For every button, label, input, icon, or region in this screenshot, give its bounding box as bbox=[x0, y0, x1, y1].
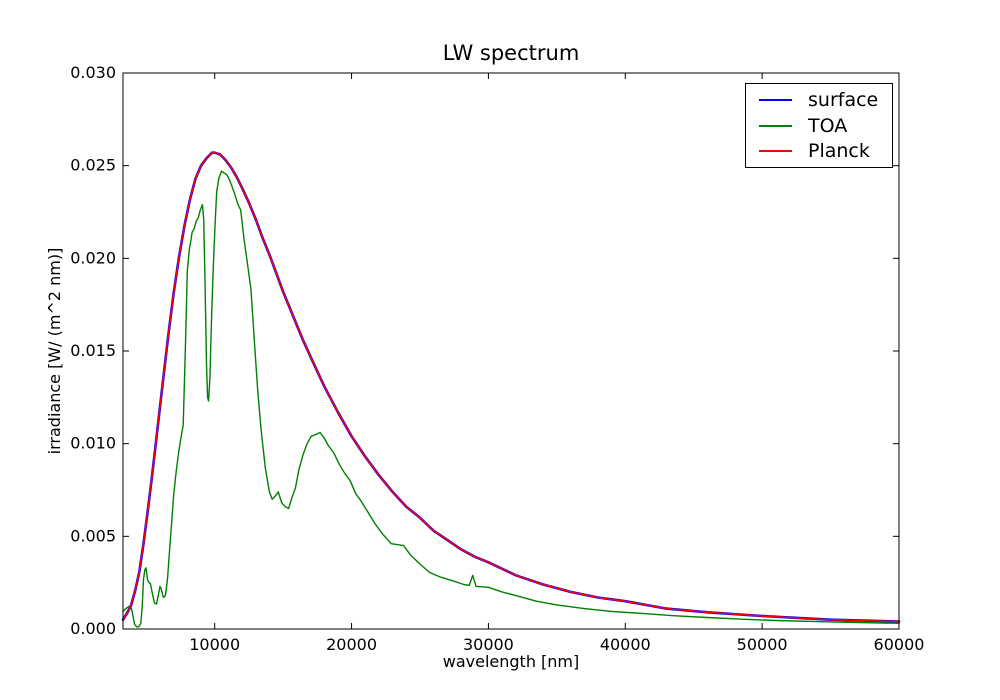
x-tick-label: 50000 bbox=[737, 635, 788, 654]
x-tick-label: 10000 bbox=[189, 635, 240, 654]
y-tick-label: 0.020 bbox=[70, 248, 116, 267]
y-tick-label: 0.015 bbox=[70, 341, 116, 360]
y-tick-label: 0.030 bbox=[70, 63, 116, 82]
y-axis-label: irradiance [W/ (m^2 nm)] bbox=[45, 247, 64, 455]
chart-title: LW spectrum bbox=[442, 41, 580, 65]
legend-line-surface bbox=[759, 98, 792, 101]
x-tick-label: 40000 bbox=[600, 635, 651, 654]
x-tick-label: 20000 bbox=[326, 635, 377, 654]
legend-box: surface TOA Planck bbox=[745, 83, 893, 168]
x-tick-label: 30000 bbox=[463, 635, 514, 654]
x-axis-label: wavelength [nm] bbox=[442, 652, 580, 671]
legend-item-surface: surface bbox=[746, 87, 892, 113]
legend-line-toa bbox=[759, 124, 792, 127]
legend-label-surface: surface bbox=[808, 88, 879, 111]
y-tick-label: 0.000 bbox=[70, 619, 116, 638]
legend-label-planck: Planck bbox=[808, 140, 870, 163]
y-tick-label: 0.005 bbox=[70, 526, 116, 545]
legend-item-planck: Planck bbox=[746, 138, 892, 164]
x-tick-label: 60000 bbox=[874, 635, 925, 654]
series-line-surface bbox=[121, 151, 901, 623]
y-tick-label: 0.010 bbox=[70, 434, 116, 453]
legend-line-planck bbox=[759, 150, 792, 153]
y-tick-label: 0.025 bbox=[70, 156, 116, 175]
series-line-planck bbox=[122, 151, 900, 623]
legend-item-toa: TOA bbox=[746, 113, 892, 139]
series-line-toa bbox=[122, 170, 900, 628]
legend-label-toa: TOA bbox=[808, 114, 848, 137]
